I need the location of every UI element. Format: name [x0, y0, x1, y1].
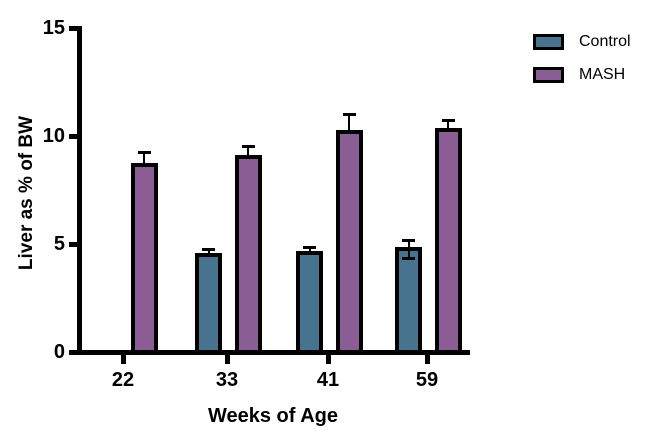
legend-item-mash: MASH — [533, 66, 631, 84]
error-cap-top-mash-week-41 — [342, 113, 356, 117]
legend-label-control: Control — [579, 33, 631, 50]
bar-mash-week-59 — [434, 127, 462, 354]
bar-control-week-59 — [395, 247, 422, 354]
y-tick-15 — [69, 25, 78, 31]
y-axis-title: Liver as % of BW — [16, 115, 37, 271]
x-tick-label-22: 22 — [111, 369, 135, 391]
error-line-mash-week-22 — [143, 152, 145, 166]
x-tick-22 — [120, 355, 126, 364]
y-tick-0 — [69, 349, 78, 355]
legend-item-control: Control — [533, 33, 631, 51]
x-tick-label-41: 41 — [316, 369, 340, 391]
mash-swatch-icon — [533, 67, 564, 83]
error-cap-bottom-control-week-59 — [402, 257, 415, 261]
error-cap-top-mash-week-22 — [137, 151, 151, 155]
x-axis-title: Weeks of Age — [207, 405, 339, 427]
x-tick-label-33: 33 — [215, 369, 239, 391]
error-cap-top-control-week-59 — [402, 238, 415, 242]
y-tick-10 — [69, 133, 78, 139]
bar-mash-week-22 — [130, 163, 158, 354]
error-cap-top-control-week-33 — [202, 248, 215, 252]
error-cap-top-mash-week-33 — [241, 144, 255, 148]
y-axis-line — [77, 26, 82, 355]
x-tick-41 — [325, 355, 331, 364]
bar-control-week-41 — [296, 250, 323, 354]
legend: Control MASH — [533, 33, 631, 99]
error-line-mash-week-41 — [348, 114, 350, 132]
error-line-mash-week-59 — [447, 119, 449, 130]
y-tick-5 — [69, 241, 78, 247]
bar-mash-week-33 — [234, 154, 262, 354]
bar-control-week-33 — [195, 252, 222, 354]
y-tick-label-15: 15 — [42, 17, 65, 39]
y-tick-label-10: 10 — [42, 125, 65, 147]
error-cap-top-control-week-41 — [303, 246, 316, 250]
x-tick-33 — [224, 355, 230, 364]
error-cap-top-mash-week-59 — [441, 118, 455, 122]
bar-mash-week-41 — [335, 129, 363, 354]
error-line-control-week-33 — [207, 249, 210, 255]
error-line-mash-week-33 — [247, 145, 249, 157]
error-line-control-week-41 — [308, 247, 311, 253]
x-axis-line — [77, 350, 470, 355]
x-tick-label-59: 59 — [415, 369, 439, 391]
y-tick-label-5: 5 — [53, 233, 65, 255]
x-tick-59 — [424, 355, 430, 364]
legend-label-mash: MASH — [579, 66, 626, 83]
control-swatch-icon — [533, 34, 564, 50]
y-tick-label-0: 0 — [53, 341, 65, 363]
error-line-control-week-59 — [407, 239, 410, 260]
